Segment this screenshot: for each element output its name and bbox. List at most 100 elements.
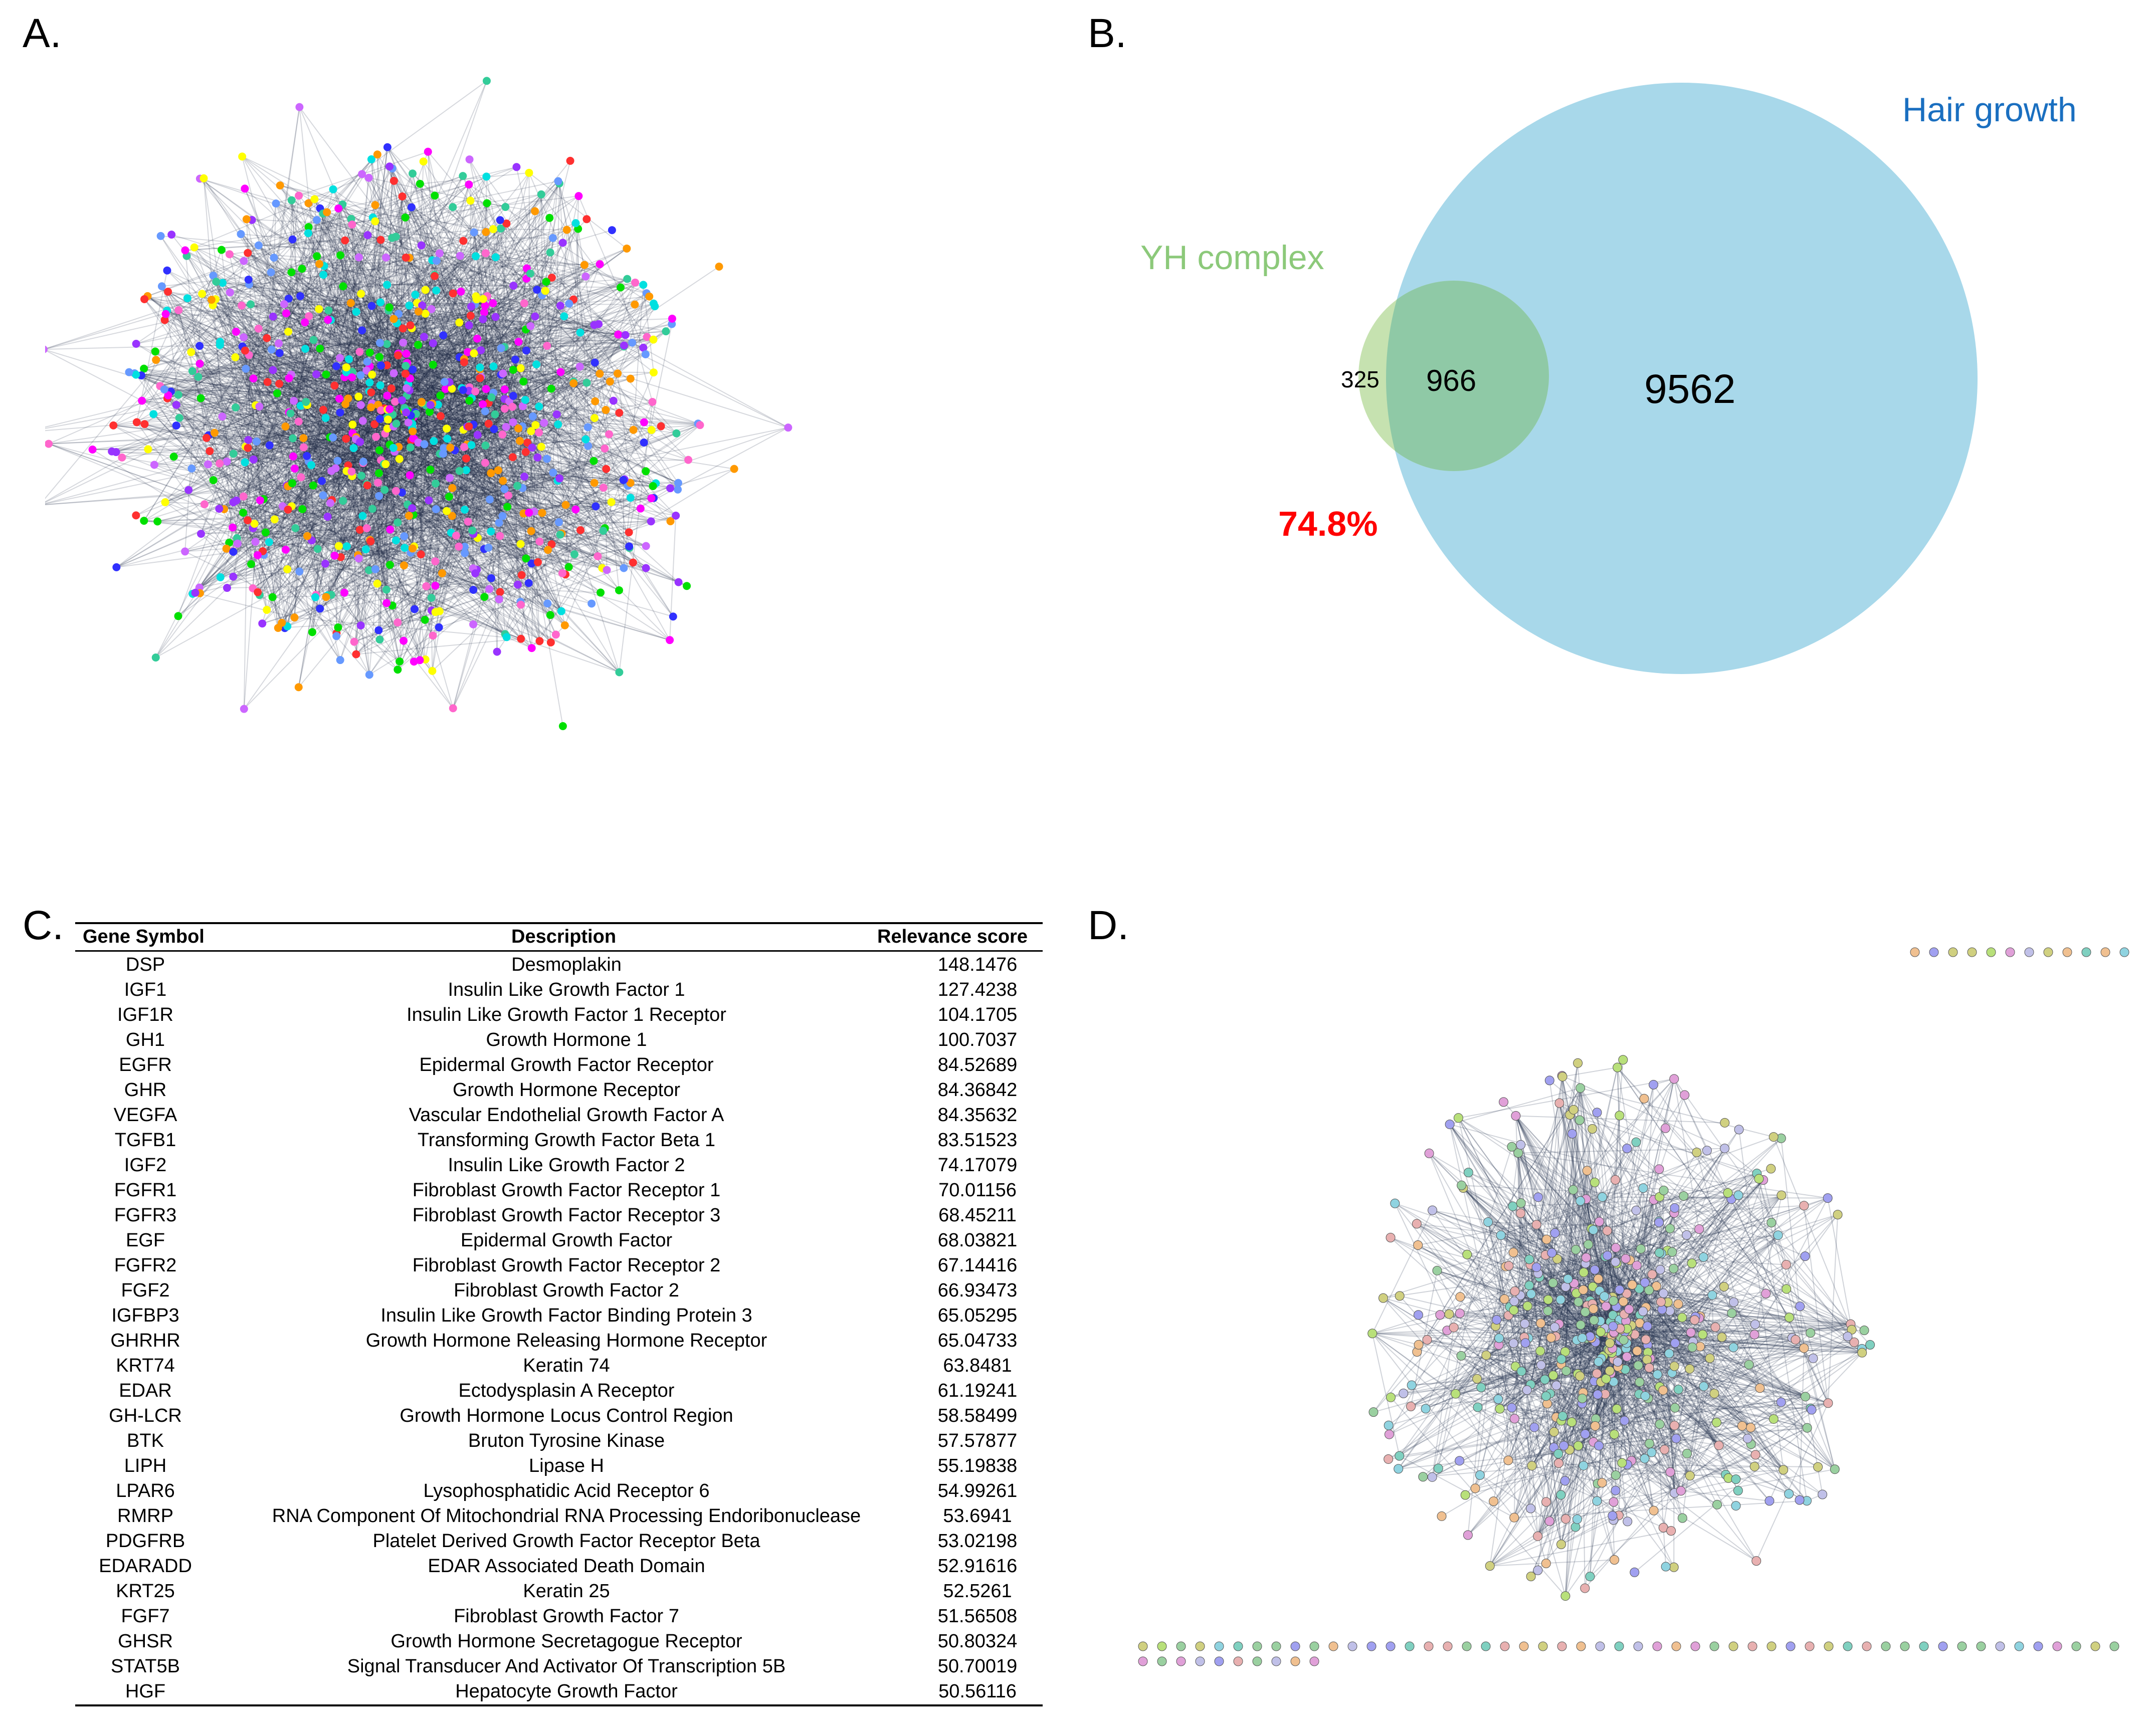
network-node <box>473 334 482 343</box>
cell-gene-symbol: GHSR <box>118 1631 173 1652</box>
network-node <box>365 671 373 679</box>
network-node <box>421 309 430 318</box>
cell-relevance-score: 65.05295 <box>937 1305 1018 1326</box>
network-node <box>247 300 255 309</box>
network-edge <box>1508 1460 1603 1483</box>
network-edge <box>1644 1304 1679 1459</box>
network-edge <box>413 422 514 662</box>
network-node <box>546 248 554 257</box>
network-edge <box>213 275 289 510</box>
network-edge <box>166 282 223 311</box>
network-node <box>273 389 281 397</box>
network-edge <box>360 299 484 626</box>
network-edge <box>440 287 621 396</box>
network-edge <box>1438 1356 1462 1469</box>
network-node <box>250 520 259 528</box>
network-node <box>294 417 303 426</box>
network-edge <box>227 500 343 588</box>
network-node <box>354 554 363 563</box>
network-edge <box>1756 1173 1808 1501</box>
network-node <box>398 488 406 497</box>
network-edge <box>434 195 538 458</box>
network-node <box>532 360 541 369</box>
network-edge <box>302 240 381 510</box>
network-edge <box>538 400 596 433</box>
network-node <box>161 498 169 507</box>
network-edge <box>357 207 412 555</box>
network-edge <box>1647 1229 1700 1346</box>
network-edge <box>1682 1317 1760 1389</box>
network-edge <box>435 252 551 510</box>
network-node <box>375 415 384 423</box>
network-edge <box>136 421 227 549</box>
network-node <box>244 436 253 444</box>
network-edge <box>339 569 376 661</box>
network-edge <box>165 401 396 503</box>
network-node <box>383 424 391 433</box>
network-node <box>149 410 158 418</box>
network-node <box>596 369 604 378</box>
network-node <box>614 369 622 378</box>
network-edge <box>1524 1323 1808 1429</box>
network-node <box>398 396 407 404</box>
network-node <box>88 446 97 454</box>
network-edge <box>249 354 352 378</box>
network-edge <box>486 176 538 458</box>
network-edge <box>164 388 489 424</box>
network-node <box>357 290 365 298</box>
network-edge <box>389 530 604 566</box>
network-edge <box>517 486 654 585</box>
network-edge <box>230 278 527 293</box>
cell-relevance-score: 55.19838 <box>937 1455 1018 1476</box>
network-edge <box>370 407 413 549</box>
network-edge <box>550 252 647 294</box>
network-edge <box>432 445 472 671</box>
network-edge <box>386 428 388 603</box>
network-edge <box>402 328 518 585</box>
network-edge <box>1690 1469 1784 1476</box>
network-edge <box>523 293 647 382</box>
network-edge <box>1524 1263 1586 1325</box>
network-edge <box>147 166 517 297</box>
network-edge <box>1647 1192 1728 1346</box>
network-edge <box>386 147 569 567</box>
network-node <box>167 231 176 239</box>
network-edge <box>500 535 575 555</box>
network-edge <box>340 381 611 558</box>
network-edge <box>1564 1334 1636 1596</box>
network-edge <box>288 309 320 379</box>
network-edge <box>1674 1212 1865 1331</box>
network-edge <box>1769 1469 1784 1501</box>
network-edge <box>1455 1393 1538 1537</box>
network-node <box>666 517 675 526</box>
cell-relevance-score: 84.52689 <box>937 1054 1018 1075</box>
network-node <box>253 551 262 559</box>
network-edge <box>253 378 326 564</box>
network-edge <box>287 160 571 510</box>
network-node <box>156 232 165 240</box>
network-edge <box>345 403 413 424</box>
network-edge <box>420 172 529 184</box>
network-edge <box>482 404 647 569</box>
network-edge <box>1762 1180 1836 1469</box>
network-node <box>399 338 408 347</box>
network-node <box>263 605 271 614</box>
network-edge <box>1607 1195 1684 1231</box>
network-node <box>470 228 478 237</box>
network-edge <box>1475 1427 1751 1489</box>
table-row: EGFR Epidermal Growth Factor Receptor 84.5… <box>75 1052 1043 1077</box>
network-node <box>521 396 529 404</box>
network-edge <box>262 403 433 624</box>
network-edge <box>508 401 518 585</box>
network-edge <box>291 252 551 507</box>
network-node <box>560 312 568 321</box>
cell-gene-symbol: BTK <box>127 1430 164 1451</box>
network-edge <box>1577 1373 1823 1495</box>
header-relevance-score: Relevance score <box>877 926 1028 947</box>
network-node <box>448 512 456 520</box>
network-edge <box>1724 1286 1851 1325</box>
network-edge <box>479 316 536 370</box>
network-node <box>636 504 645 513</box>
network-edge <box>461 387 523 489</box>
network-edge <box>389 253 440 409</box>
